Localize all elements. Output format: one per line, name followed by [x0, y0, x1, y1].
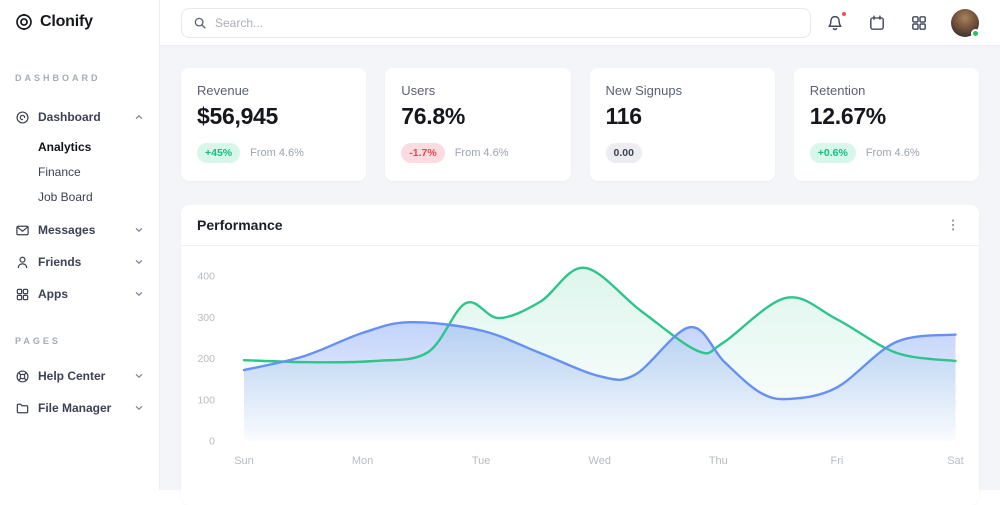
sidebar-section-pages: PAGES — [15, 336, 61, 346]
sidebar-item-help-center[interactable]: Help Center — [0, 360, 159, 392]
x-axis-label: Fri — [830, 455, 843, 467]
sidebar-item-label: File Manager — [38, 401, 112, 415]
trend-badge: -1.7% — [401, 143, 445, 163]
stat-title: Retention — [809, 83, 866, 98]
sidebar-subitem-finance[interactable]: Finance — [38, 165, 81, 179]
chevron-down-icon[interactable] — [133, 224, 145, 236]
app-name: Clonify — [40, 13, 93, 30]
sidebar: Clonify DASHBOARD Dashboard Analytics Fi… — [0, 0, 160, 490]
life-buoy-icon — [16, 369, 29, 383]
y-axis-label: 400 — [197, 271, 215, 283]
stat-note: From 4.6% — [865, 147, 920, 159]
sidebar-subitem-analytics[interactable]: Analytics — [38, 140, 92, 154]
dashboard-icon — [16, 110, 29, 124]
y-axis-label: 0 — [209, 436, 215, 448]
more-options-button[interactable] — [943, 215, 963, 235]
apps-launcher-button[interactable] — [909, 13, 929, 33]
calendar-button[interactable] — [867, 13, 887, 33]
kebab-icon — [951, 219, 955, 231]
sidebar-item-file-manager[interactable]: File Manager — [0, 392, 159, 424]
user-avatar[interactable] — [951, 8, 980, 38]
stat-card-retention: Retention 12.67% +0.6% From 4.6% — [793, 68, 979, 181]
x-axis-label: Mon — [352, 455, 373, 467]
apps-grid-icon — [16, 288, 29, 300]
x-axis-label: Sat — [947, 455, 964, 467]
stat-value: 12.67% — [809, 103, 887, 129]
trend-badge: 0.00 — [605, 143, 642, 163]
mail-icon — [16, 225, 29, 235]
x-axis-label: Tue — [472, 455, 491, 467]
stat-title: New Signups — [605, 83, 683, 98]
folder-icon — [16, 403, 29, 413]
notifications-button[interactable] — [825, 10, 847, 33]
calendar-icon — [870, 15, 884, 30]
chevron-down-icon[interactable] — [133, 288, 145, 300]
trend-badge: +45% — [197, 143, 241, 163]
performance-chart: 0 100 200 300 400 Sun Mon Tue Wed Thu Fri Sat — [197, 266, 964, 467]
sidebar-item-dashboard[interactable]: Dashboard — [0, 101, 159, 133]
series-blue-area — [244, 322, 956, 441]
stat-value: $56,945 — [197, 103, 279, 129]
x-axis-label: Wed — [589, 455, 611, 467]
search-input[interactable] — [215, 15, 799, 30]
stat-value: 116 — [605, 103, 643, 129]
online-status-dot — [971, 28, 980, 38]
notification-dot — [841, 10, 847, 17]
sidebar-section-dashboard: DASHBOARD — [15, 73, 101, 83]
y-axis-label: 300 — [197, 312, 215, 324]
sidebar-item-label: Dashboard — [38, 110, 101, 124]
stat-cards-row: Revenue $56,945 +45% From 4.6% Users 76.… — [181, 68, 979, 181]
app-logo[interactable]: Clonify — [0, 0, 159, 31]
stat-card-new-signups: New Signups 116 0.00 — [589, 68, 775, 181]
sidebar-item-apps[interactable]: Apps — [0, 278, 159, 310]
series-green-line — [242, 266, 957, 364]
sidebar-item-friends[interactable]: Friends — [0, 246, 159, 278]
sidebar-subitem-job-board[interactable]: Job Board — [38, 190, 93, 204]
topbar — [160, 0, 1000, 46]
chevron-up-icon[interactable] — [133, 111, 145, 123]
performance-header: Performance — [181, 205, 979, 246]
stat-note: From 4.6% — [250, 147, 304, 159]
performance-title: Performance — [197, 217, 283, 233]
sidebar-item-label: Friends — [38, 255, 82, 269]
sidebar-item-label: Help Center — [38, 369, 106, 383]
chevron-down-icon[interactable] — [133, 402, 145, 414]
sidebar-item-messages[interactable]: Messages — [0, 214, 159, 246]
dashboard-submenu: Analytics Finance Job Board — [0, 133, 159, 214]
chevron-down-icon[interactable] — [133, 370, 145, 382]
search-icon — [194, 17, 206, 29]
logo-icon — [16, 13, 32, 31]
x-axis-label: Sun — [234, 455, 254, 467]
bell-icon — [828, 15, 842, 30]
search-box[interactable] — [181, 7, 811, 38]
y-axis-label: 100 — [197, 394, 215, 406]
sidebar-item-label: Apps — [38, 287, 68, 301]
apps-grid-icon — [912, 15, 926, 30]
main-content: Revenue $56,945 +45% From 4.6% Users 76.… — [160, 46, 1000, 505]
stat-title: Users — [401, 83, 436, 98]
user-icon — [17, 256, 28, 268]
performance-card: Performance 0 100 200 300 400 Sun Mon Tue Wed Thu… — [181, 205, 979, 505]
stat-title: Revenue — [197, 83, 250, 98]
stat-note: From 4.6% — [454, 147, 509, 159]
x-axis-label: Thu — [709, 455, 728, 467]
y-axis-label: 200 — [197, 353, 215, 365]
series-blue-line — [242, 320, 957, 401]
chevron-down-icon[interactable] — [133, 256, 145, 268]
stat-card-users: Users 76.8% -1.7% From 4.6% — [385, 68, 571, 181]
trend-badge: +0.6% — [809, 143, 856, 163]
sidebar-item-label: Messages — [38, 223, 96, 237]
stat-card-revenue: Revenue $56,945 +45% From 4.6% — [181, 68, 367, 181]
stat-value: 76.8% — [401, 103, 465, 129]
